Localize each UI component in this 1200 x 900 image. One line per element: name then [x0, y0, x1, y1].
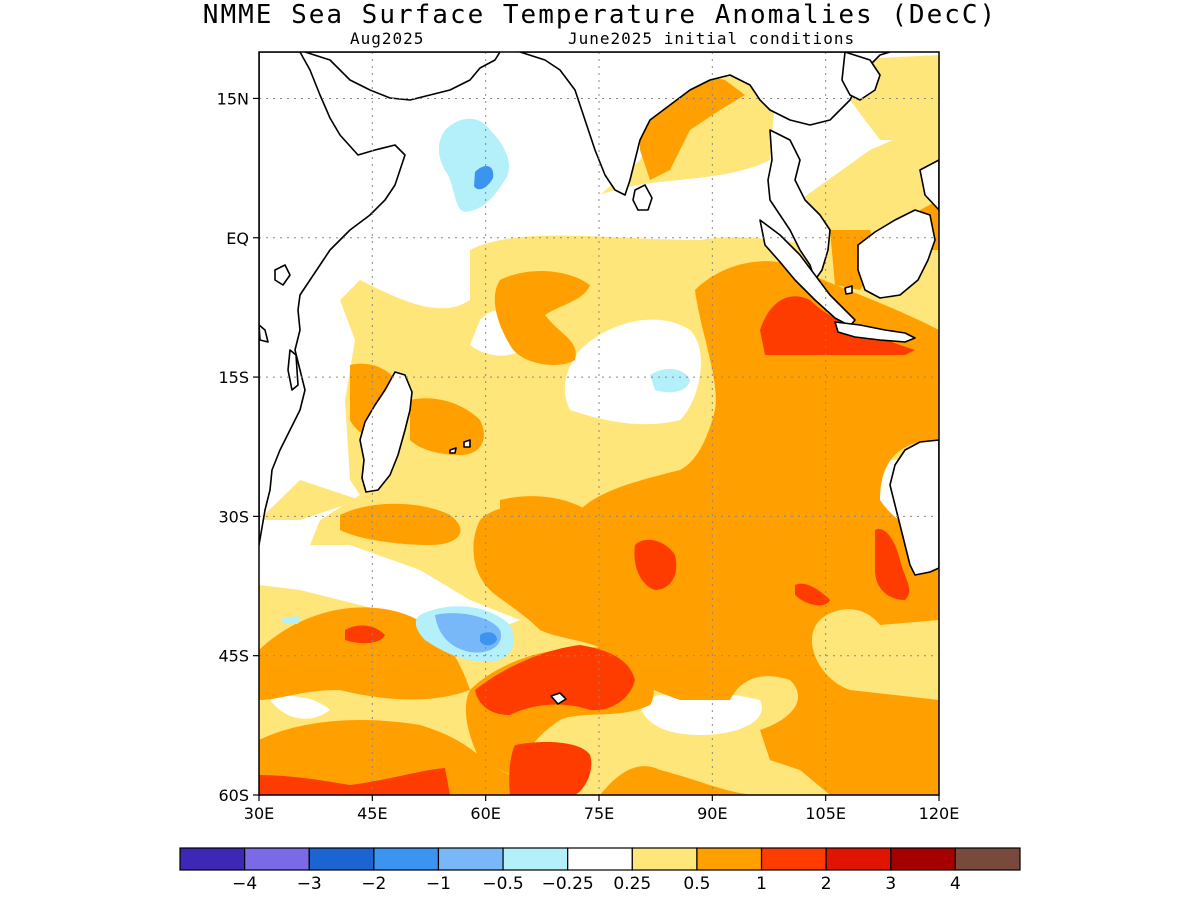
colorbar-swatch	[502, 847, 569, 871]
forecast-month: Aug2025	[350, 29, 425, 48]
colorbar-swatch	[696, 847, 763, 871]
colorbar-label: −0.5	[482, 874, 523, 894]
colorbar-swatch	[179, 847, 246, 871]
colorbar-label: −1	[426, 874, 451, 894]
colorbar-label: 3	[885, 874, 896, 894]
colorbar-label: 1	[756, 874, 767, 894]
colorbar-label: −4	[232, 874, 257, 894]
colorbar-swatch	[437, 847, 504, 871]
lat-tick-label: 15N	[217, 89, 249, 108]
lat-tick-label: 45S	[218, 647, 249, 666]
colorbar-swatch	[308, 847, 375, 871]
latitude-axis: 15N EQ 15S 30S 45S 60S	[217, 89, 259, 805]
colorbar-label: −0.25	[542, 874, 594, 894]
lon-tick-label: 105E	[805, 804, 846, 823]
longitude-axis: 30E 45E 60E 75E 90E 105E 120E	[244, 795, 960, 823]
colorbar-swatch	[373, 847, 440, 871]
lon-tick-label: 90E	[697, 804, 727, 823]
lat-tick-label: 30S	[218, 507, 249, 526]
lon-tick-label: 120E	[919, 804, 960, 823]
lon-tick-label: 75E	[584, 804, 614, 823]
lat-tick-label: 60S	[218, 786, 249, 805]
colorbar: −4 −3 −2 −1 −0.5 −0.25 0.25 0.5 1 2 3 4	[179, 847, 1021, 894]
colorbar-label: 2	[821, 874, 832, 894]
lat-tick-label: 15S	[218, 368, 249, 387]
lon-tick-label: 60E	[470, 804, 500, 823]
map-title: NMME Sea Surface Temperature Anomalies (…	[202, 0, 998, 30]
colorbar-swatch	[760, 847, 827, 871]
anomaly-field	[259, 52, 939, 795]
initial-conditions: June2025 initial conditions	[568, 29, 856, 48]
colorbar-swatch	[825, 847, 892, 871]
colorbar-swatch	[244, 847, 310, 871]
lon-tick-label: 45E	[357, 804, 387, 823]
colorbar-swatch	[631, 847, 698, 871]
colorbar-label: 0.25	[613, 874, 651, 894]
colorbar-swatch	[954, 847, 1021, 871]
colorbar-label: 4	[950, 874, 961, 894]
colorbar-label: −2	[361, 874, 386, 894]
colorbar-swatch	[567, 847, 633, 871]
colorbar-label: −3	[297, 874, 322, 894]
lat-tick-label: EQ	[226, 229, 249, 248]
colorbar-swatch	[890, 847, 956, 871]
colorbar-label: 0.5	[683, 874, 710, 894]
lon-tick-label: 30E	[244, 804, 274, 823]
